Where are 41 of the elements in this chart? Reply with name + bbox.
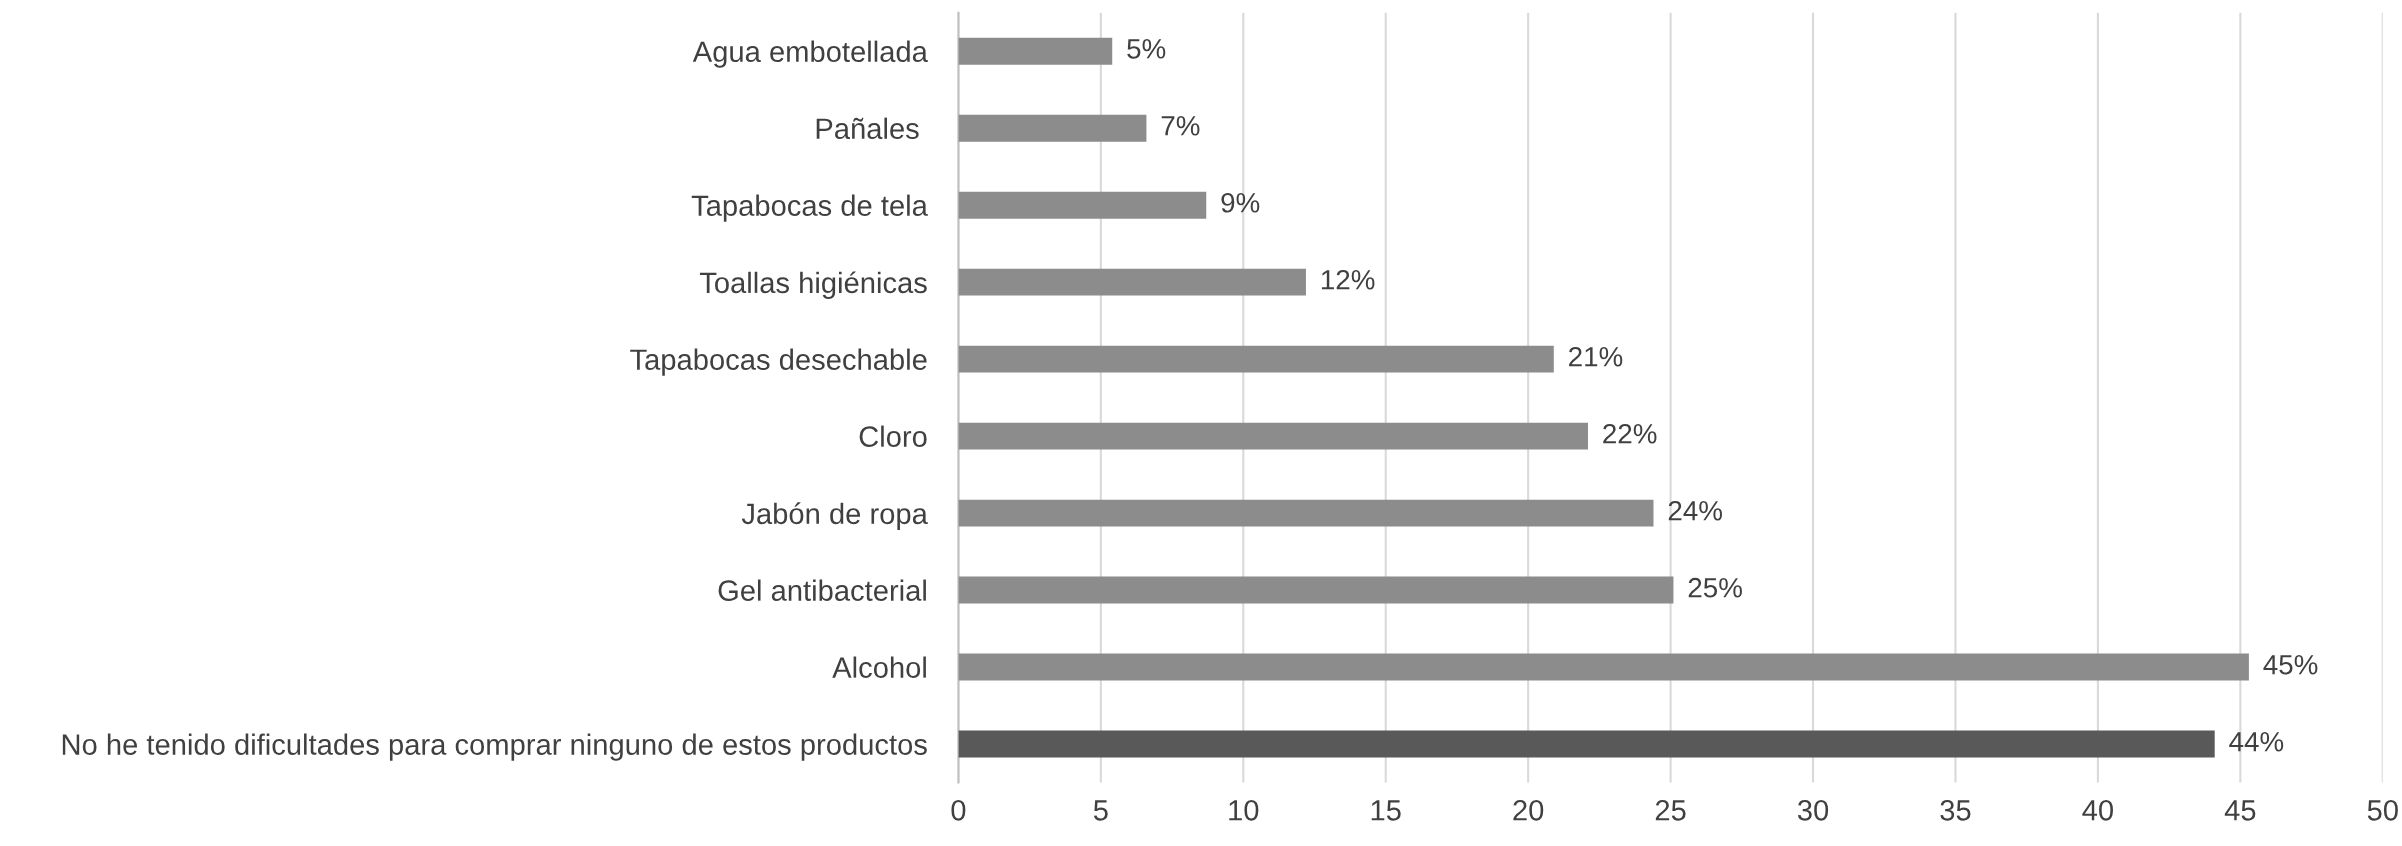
data-label: 5% (1127, 39, 1166, 59)
x-tick-label: 20 (1513, 799, 1544, 821)
y-tick-label: Tapabocas de tela (691, 194, 928, 222)
x-tick-label: 0 (951, 799, 966, 821)
data-label: 24% (1668, 500, 1722, 521)
x-tick-label: 40 (2082, 799, 2113, 821)
data-label: 44% (2229, 731, 2284, 752)
data-label: 21% (1569, 346, 1623, 367)
x-tick-label: 15 (1371, 800, 1401, 821)
y-tick-label: Pañales (816, 117, 919, 140)
y-tick-label: Tapabocas desechable (630, 348, 927, 376)
x-tick-label: 30 (1797, 799, 1829, 821)
x-tick-label: 50 (2367, 799, 2398, 821)
bar (958, 345, 1554, 373)
data-label: 7% (1161, 116, 1200, 136)
bar (958, 37, 1113, 65)
bar (958, 499, 1654, 527)
y-tick-label: Jabón de ropa (741, 502, 928, 530)
data-label: 12% (1321, 269, 1375, 290)
y-tick-label: Toallas higiénicas (699, 271, 927, 299)
x-tick-label: 5 (1093, 800, 1108, 821)
bar (958, 422, 1588, 450)
data-label: 45% (2263, 654, 2318, 675)
y-tick-label: Agua embotellada (692, 40, 928, 68)
bar (958, 653, 2249, 681)
bar (958, 114, 1147, 142)
y-tick-label: No he tenido dificultades para comprar ninguno de estos productos (62, 733, 927, 761)
data-label: 22% (1603, 423, 1657, 444)
bar (958, 730, 2215, 758)
y-tick-label: Alcohol (832, 656, 926, 678)
y-tick-label: Gel antibacterial (718, 579, 926, 601)
x-tick-label: 45 (2224, 800, 2256, 821)
x-tick-label: 25 (1655, 799, 1686, 821)
data-label: 9% (1221, 192, 1260, 213)
data-label: 25% (1688, 577, 1742, 598)
bar (958, 576, 1674, 604)
bar (958, 191, 1207, 219)
x-tick-label: 10 (1229, 799, 1259, 821)
x-tick-label: 35 (1940, 799, 1971, 821)
y-tick-label: Cloro (859, 425, 927, 447)
bar (958, 268, 1306, 296)
